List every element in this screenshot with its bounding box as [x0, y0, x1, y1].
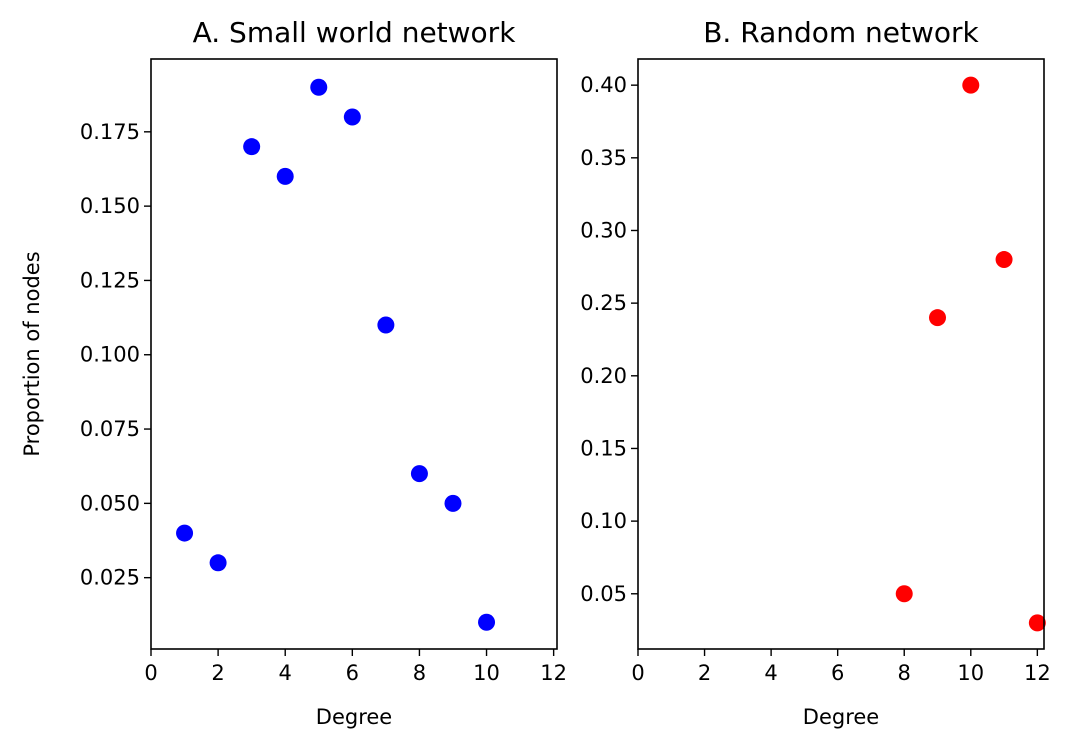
panel-b-title: B. Random network [703, 16, 979, 49]
panel-a-x-tick-label: 12 [540, 661, 567, 685]
panel-b-x-tick-label: 10 [957, 661, 984, 685]
panel-a-x-tick-label: 0 [144, 661, 157, 685]
panel-a-frame [150, 58, 558, 650]
panel-b-y-tick-label: 0.15 [580, 436, 627, 460]
panel-a-x-tick-label: 4 [279, 661, 292, 685]
panel-b-xlabel: Degree [803, 705, 879, 729]
panel-a-y-tick-label: 0.125 [80, 268, 140, 292]
panel-b-y-tick-label: 0.35 [580, 146, 627, 170]
panel-a-x-tick-label: 10 [473, 661, 500, 685]
panel-a-data-point [478, 613, 496, 631]
panel-a-y-tick-label: 0.025 [80, 566, 140, 590]
panel-a-y-tick-label: 0.075 [80, 417, 140, 441]
panel-b-data-point [1028, 614, 1046, 632]
panel-a-x-axis: 0 2 4 6 8 10 12 [144, 649, 567, 685]
panel-b-y-tick-label: 0.25 [580, 291, 627, 315]
panel-a-x-tick-label: 8 [413, 661, 426, 685]
panel-a-data-point [343, 108, 361, 126]
panel-a-data-point [444, 494, 462, 512]
panel-a-x-tick-label: 6 [346, 661, 359, 685]
panel-b-y-tick-label: 0.20 [580, 364, 627, 388]
panel-a-y-tick-label: 0.175 [80, 120, 140, 144]
panel-b-y-tick-label: 0.05 [580, 582, 627, 606]
panel-a-data-point [310, 78, 328, 96]
panel-b-data-point [895, 585, 913, 603]
panel-a-y-tick-label: 0.050 [80, 491, 140, 515]
panel-a-data-point [276, 167, 294, 185]
panel-a: A. Small world network 0.0250.0500.0750.… [20, 16, 567, 729]
panel-b-x-tick-label: 4 [764, 661, 777, 685]
panel-a-data-point [377, 316, 395, 334]
panel-b-y-tick-label: 0.10 [580, 509, 627, 533]
panel-a-ylabel: Proportion of nodes [20, 251, 44, 456]
panel-b-data-point [929, 309, 947, 327]
panel-b-frame [637, 58, 1045, 650]
panel-b-x-tick-label: 0 [631, 661, 644, 685]
panel-b-data-point [995, 251, 1013, 269]
panel-b-data-point [962, 76, 980, 94]
panel-a-title: A. Small world network [193, 16, 517, 49]
panel-a-data-point [243, 138, 261, 156]
panel-a-points [176, 78, 496, 631]
panel-b-x-tick-label: 6 [831, 661, 844, 685]
panel-b-y-axis: 0.05 0.10 0.15 0.20 0.25 0.30 0.35 0.40 [580, 73, 638, 606]
panel-a-xlabel: Degree [316, 705, 392, 729]
panel-a-data-point [176, 524, 194, 542]
panel-b-y-tick-label: 0.30 [580, 218, 627, 242]
panel-a-y-axis: 0.025 0.050 0.075 0.100 0.125 0.150 0.175 [80, 120, 151, 590]
panel-b-x-axis: 0 2 4 6 8 10 12 [631, 649, 1051, 685]
panel-b-x-tick-label: 8 [898, 661, 911, 685]
panel-a-x-tick-label: 2 [211, 661, 224, 685]
panel-a-y-tick-label: 0.100 [80, 343, 140, 367]
panel-b-x-tick-label: 12 [1024, 661, 1051, 685]
panel-a-data-point [209, 554, 227, 572]
panel-b: B. Random network 0.050.100.150.200.250.… [580, 16, 1050, 729]
panel-a-y-tick-label: 0.150 [80, 194, 140, 218]
panel-a-data-point [410, 465, 428, 483]
panel-b-x-tick-label: 2 [698, 661, 711, 685]
panel-b-points [895, 76, 1046, 632]
panel-b-y-tick-label: 0.40 [580, 73, 627, 97]
